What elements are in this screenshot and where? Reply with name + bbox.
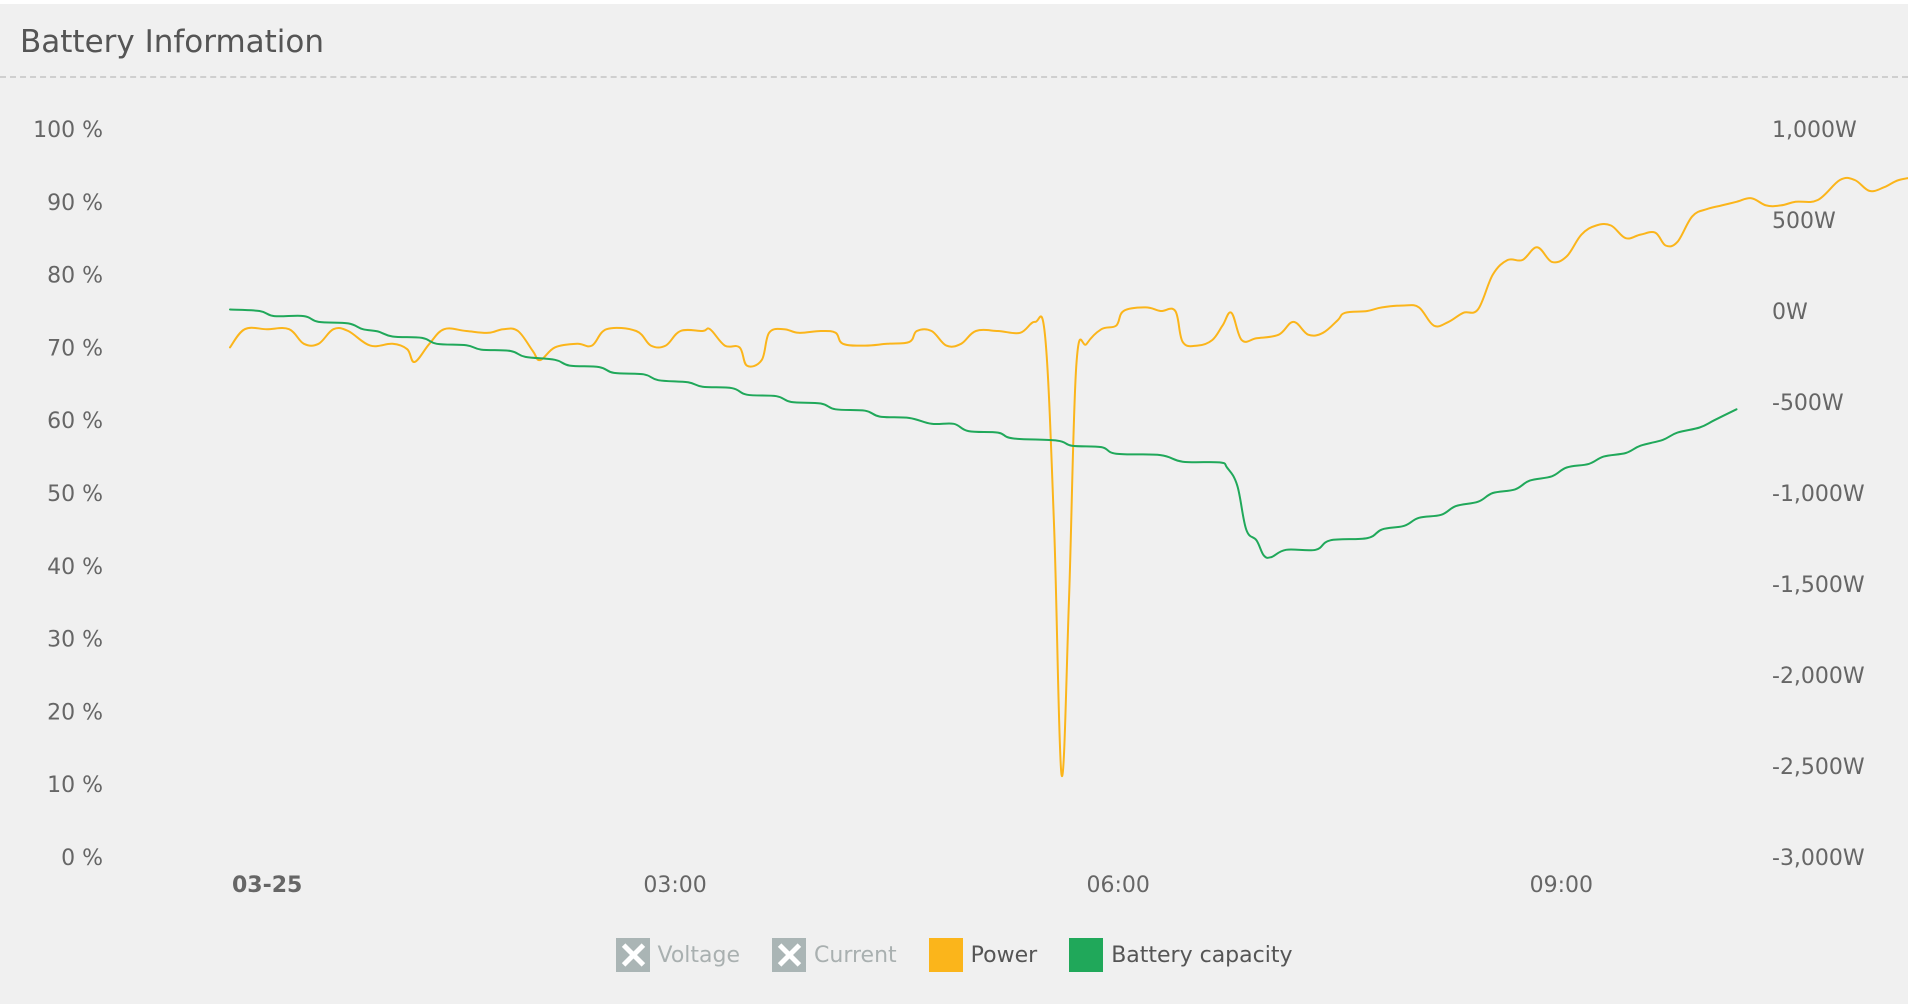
x-tick-label: 06:00	[1086, 873, 1149, 898]
x-tick-label: 09:00	[1530, 873, 1593, 898]
legend-item-current[interactable]: Current	[772, 938, 897, 972]
y-left-tick-label: 90 %	[47, 191, 103, 216]
legend-item-battery-capacity[interactable]: Battery capacity	[1069, 938, 1292, 972]
chart-legend: Voltage Current Power Battery capacity	[0, 938, 1908, 972]
y-left-tick-label: 100 %	[33, 118, 103, 143]
y-right-tick-label: -500W	[1772, 391, 1844, 416]
battery-panel: Battery Information	[0, 4, 1908, 1004]
legend-label: Voltage	[657, 942, 741, 968]
y-left-tick-label: 50 %	[47, 482, 103, 507]
y-right-tick-label: -2,500W	[1772, 755, 1865, 780]
legend-swatch	[928, 938, 963, 972]
series-line-power	[229, 176, 1908, 778]
legend-item-power[interactable]: Power	[928, 938, 1038, 972]
legend-item-voltage[interactable]: Voltage	[615, 938, 741, 972]
legend-swatch	[1069, 938, 1104, 972]
series-line-battery-capacity	[229, 308, 1738, 559]
y-right-tick-label: -1,000W	[1772, 482, 1865, 507]
y-left-tick-label: 20 %	[47, 700, 103, 725]
y-right-tick-label: 500W	[1772, 209, 1836, 234]
y-right-tick-label: -3,000W	[1772, 846, 1865, 871]
panel-title: Battery Information	[20, 24, 325, 60]
y-left-tick-label: 0 %	[61, 846, 103, 871]
y-axis-right: 1,000W 500W 0W -500W -1,000W -1,500W -2,000W -2…	[1772, 118, 1865, 871]
y-left-tick-label: 40 %	[47, 555, 103, 580]
y-left-tick-label: 80 %	[47, 264, 103, 289]
y-axis-left: 100 % 90 % 80 % 70 % 60 % 50 % 40 % 30 % 20 % 10 …	[33, 118, 103, 871]
panel-header: Battery Information	[0, 4, 1908, 78]
legend-label: Power	[970, 942, 1038, 968]
x-tick-label: 03-25	[232, 873, 302, 898]
legend-label: Battery capacity	[1111, 942, 1293, 968]
disabled-x-icon	[615, 938, 650, 972]
y-right-tick-label: 1,000W	[1772, 118, 1857, 143]
y-left-tick-label: 10 %	[47, 773, 103, 798]
disabled-x-icon	[772, 938, 807, 972]
y-left-tick-label: 60 %	[47, 409, 103, 434]
y-left-tick-label: 70 %	[47, 336, 103, 361]
legend-label: Current	[814, 942, 897, 968]
series-group	[229, 176, 1908, 778]
x-tick-label: 03:00	[643, 873, 706, 898]
y-right-tick-label: -2,000W	[1772, 664, 1865, 689]
x-axis: 03-25 03:00 06:00 09:00	[232, 873, 1593, 898]
y-right-tick-label: 0W	[1772, 300, 1808, 325]
y-left-tick-label: 30 %	[47, 628, 103, 653]
y-right-tick-label: -1,500W	[1772, 573, 1865, 598]
